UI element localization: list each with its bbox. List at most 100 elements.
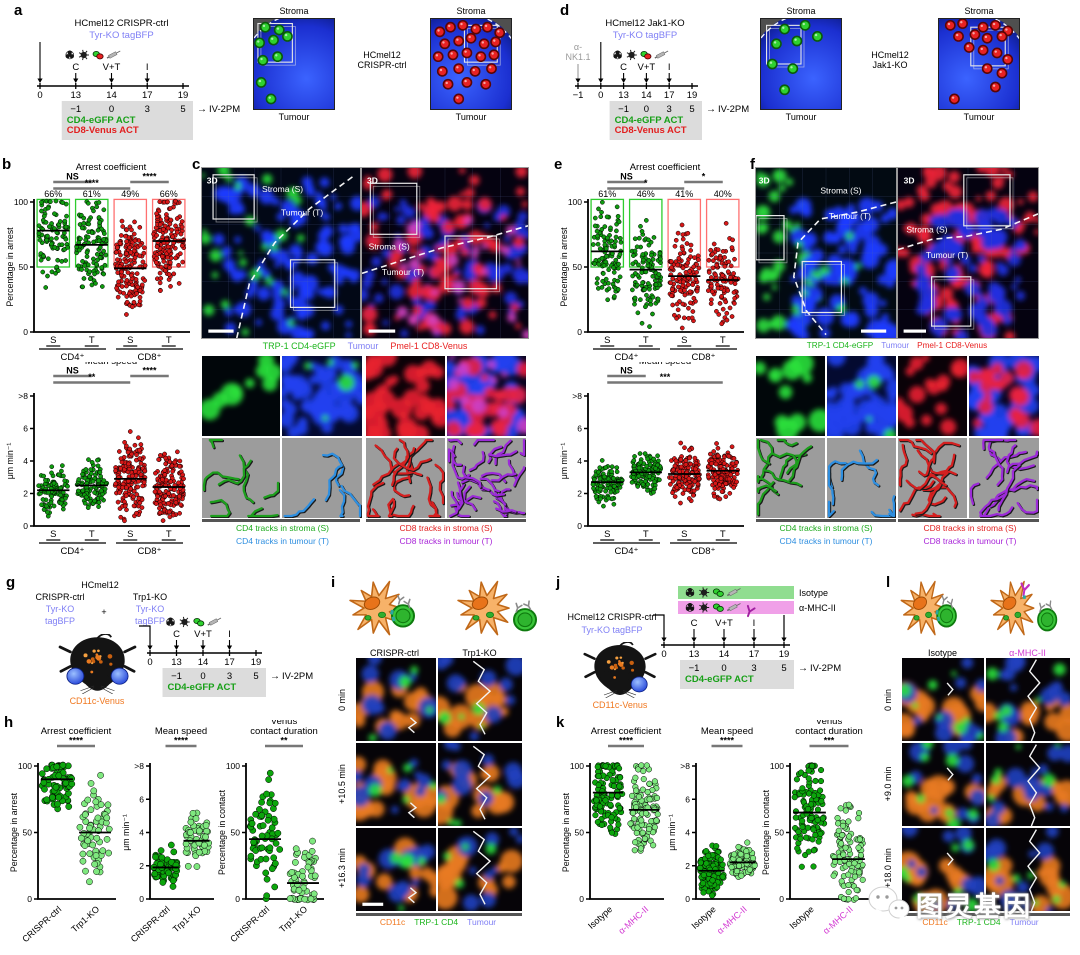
svg-text:****: **** (85, 178, 100, 188)
svg-text:****: **** (174, 736, 189, 746)
svg-text:S: S (604, 529, 610, 540)
svg-text:Tumour (T): Tumour (T) (382, 267, 424, 277)
tumour-label: Tumour (785, 112, 817, 122)
svg-text:14: 14 (641, 90, 652, 101)
svg-text:***: *** (660, 372, 671, 382)
column-label-crispr-ctrl: CRISPR-ctrl (370, 648, 419, 658)
svg-text:S: S (681, 529, 687, 540)
svg-text:−1: −1 (689, 663, 700, 674)
svg-text:T: T (89, 335, 95, 346)
divider (202, 519, 360, 522)
svg-text:S: S (50, 529, 56, 540)
microscopy-zoom (827, 356, 896, 436)
panel-letter-h: h (4, 714, 14, 731)
microscopy-zoom (969, 356, 1039, 436)
svg-text:CRISPR-ctrl: CRISPR-ctrl (20, 904, 63, 944)
timelapse-frame (356, 828, 436, 911)
treatment-timeline-g: C V+T I 0 13 14 17 19 −1 0 3 5 → IV-2PM CD4-eGFP ACT (136, 611, 316, 703)
svg-text:****: **** (619, 736, 634, 746)
cell-line-title: HCmel12 (81, 580, 119, 590)
svg-text:**: ** (88, 372, 96, 382)
track-image-cd4-stroma (756, 438, 825, 518)
svg-text:>8: >8 (134, 761, 144, 771)
chart-h-arrest-coefficient: 100 50 0 Percentage in arrest Arrest coeffic… (8, 720, 118, 955)
timepoint-label: +16.3 min (337, 848, 347, 888)
svg-text:I: I (146, 62, 149, 73)
chart-k-arrest-coefficient: 100 50 0 Percentage in arrest Arrest coeffic… (560, 720, 666, 955)
svg-text:46%: 46% (637, 189, 655, 199)
svg-text:100: 100 (770, 761, 784, 771)
svg-text:Tumour (T): Tumour (T) (281, 208, 323, 218)
svg-text:CD8-Venus ACT: CD8-Venus ACT (67, 125, 139, 136)
mouse-schematic-one-tumour (580, 642, 660, 698)
timelapse-frame (438, 828, 522, 911)
svg-text:V+T: V+T (715, 618, 733, 629)
svg-text:3D: 3D (367, 175, 378, 185)
svg-text:CD8⁺: CD8⁺ (137, 546, 161, 557)
cd8-tumour-track-label: CD8 tracks in tumour (T) (399, 536, 493, 546)
svg-text:17: 17 (664, 90, 675, 101)
svg-text:CD4⁺: CD4⁺ (60, 352, 84, 363)
svg-text:NK1.1: NK1.1 (565, 52, 590, 62)
svg-text:50: 50 (231, 828, 241, 838)
microscopy-zoom (366, 356, 445, 436)
divider (898, 519, 1039, 522)
svg-text:HCmel12 Jak1-KO: HCmel12 Jak1-KO (605, 18, 684, 29)
legend-entry: Pmel-1 CD8-Venus (917, 341, 988, 350)
svg-text:14: 14 (719, 649, 730, 660)
scheme-center-line2: Jak1-KO (872, 60, 908, 71)
svg-text:13: 13 (70, 90, 81, 101)
svg-text:Tumour (T): Tumour (T) (829, 211, 871, 221)
channel-legend: TRP-1 CD4-eGFP Tumour Pmel-1 CD8-Venus (756, 341, 1038, 350)
track-image-cd8-stroma (366, 438, 445, 518)
tyr-ko-label: Tyr-KO (135, 604, 165, 614)
cd8-stroma-track-label: CD8 tracks in stroma (S) (923, 523, 1017, 533)
svg-text:CD8⁺: CD8⁺ (691, 352, 715, 363)
svg-text:3: 3 (751, 663, 756, 674)
svg-text:5: 5 (253, 671, 258, 682)
column-label-trp1-ko: Trp1-KO (462, 648, 497, 658)
svg-text:IV-2PM: IV-2PM (810, 663, 841, 674)
microscopy-3d-cd4: 3D Stroma (S) Tumour (T) (201, 167, 361, 339)
svg-text:IV-2PM: IV-2PM (209, 104, 240, 115)
svg-text:19: 19 (779, 649, 790, 660)
tagbfp-label: tagBFP (44, 616, 75, 626)
svg-text:−1: −1 (171, 671, 182, 682)
panel-letter-k: k (556, 714, 565, 731)
svg-text:2: 2 (23, 489, 28, 499)
svg-text:Trp1-KO: Trp1-KO (277, 904, 309, 934)
svg-text:49%: 49% (121, 189, 139, 199)
microscopy-3d-cd8-jak1ko: 3D Stroma (S) Tumour (T) (897, 167, 1039, 339)
chart-h-mean-speed: >8 6 4 2 0 μm min⁻¹ Mean speed **** CRISPR-ctrl T… (120, 720, 216, 955)
svg-text:I: I (668, 62, 671, 73)
svg-text:Arrest coefficient: Arrest coefficient (630, 162, 701, 173)
svg-text:T: T (89, 529, 95, 540)
channel-legend: CD11c TRP-1 CD4 Tumour (888, 917, 1073, 927)
svg-text:V+T: V+T (103, 62, 121, 73)
svg-text:S: S (50, 335, 56, 346)
column-label-anti-mhc-ii: α-MHC-II (1009, 648, 1046, 658)
scheme-center-label: HCmel12 CRISPR-ctrl (335, 50, 429, 71)
svg-text:4: 4 (685, 828, 690, 838)
svg-text:IV-2PM: IV-2PM (718, 104, 749, 115)
plus-sign: + (101, 607, 107, 617)
treatment-timeline-j: Isotype α-MHC-II C V+T I 0 13 14 17 19 −1 0 3 5 → IV-2P… (650, 584, 880, 690)
tyr-ko-label: Tyr-KO (45, 604, 75, 614)
svg-text:3D: 3D (904, 175, 915, 185)
svg-text:C: C (173, 629, 180, 640)
svg-text:T: T (720, 335, 726, 346)
svg-text:T: T (643, 335, 649, 346)
svg-text:I: I (753, 618, 756, 629)
cd8-tumour-track-label: CD8 tracks in tumour (T) (923, 536, 1017, 546)
scheme-center-line1: HCmel12 (871, 50, 909, 60)
svg-text:Stroma (S): Stroma (S) (369, 242, 410, 252)
svg-text:13: 13 (618, 90, 629, 101)
legend-entry: CD11c (379, 917, 406, 927)
svg-text:Isotype: Isotype (586, 904, 614, 931)
column-label-isotype: Isotype (927, 648, 958, 658)
svg-text:6: 6 (139, 794, 144, 804)
svg-text:0: 0 (598, 90, 603, 101)
